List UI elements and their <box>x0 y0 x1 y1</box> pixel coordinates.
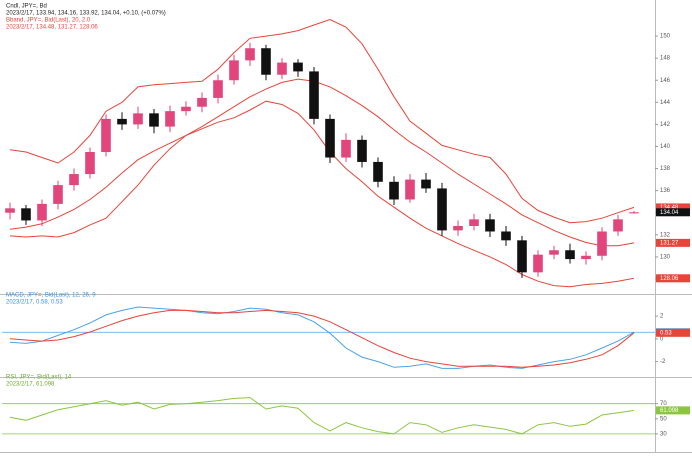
candle-body <box>69 174 79 186</box>
candle-body <box>37 203 47 221</box>
last-value-label: 131.27 <box>660 240 679 246</box>
candle-body <box>517 240 527 273</box>
legend-text: 2023/2/17, 0.58, 0.53 <box>6 300 63 306</box>
series-line <box>9 78 635 247</box>
last-value-box <box>656 406 690 415</box>
candle-body <box>549 250 559 255</box>
candle-body <box>341 139 351 158</box>
candle-body <box>5 208 15 213</box>
y-tick-label: 150 <box>660 34 671 40</box>
candle-body <box>597 231 607 256</box>
legend-text: MACD, JPY=, Bid(Last), 12, 26, 9 <box>6 293 96 299</box>
series-line <box>9 309 635 368</box>
series-line <box>9 18 635 224</box>
y-tick-label: 144 <box>660 100 671 106</box>
y-tick-label: 70 <box>660 401 667 407</box>
candle-body <box>469 219 479 226</box>
last-price-label: 134.04 <box>660 210 679 216</box>
candle-body <box>101 118 111 152</box>
last-value-label: 128.06 <box>660 276 679 282</box>
candle-body <box>293 62 303 72</box>
candle-body <box>485 219 495 232</box>
legend-text: 2023/2/17, 133.94, 134.16, 133.92, 134.0… <box>6 11 166 17</box>
last-value-box <box>656 328 690 337</box>
candle-body <box>405 179 415 200</box>
candle-body <box>533 254 543 273</box>
candle-body <box>165 111 175 127</box>
legend-text: Cndl, JPY=, Bd <box>6 4 47 10</box>
legend-text: RSI, JPY=, Bid(Last), 14 <box>6 375 72 381</box>
legend-text: 2023/2/17, 61.098 <box>6 382 55 388</box>
candle-body <box>389 181 399 200</box>
candle-body <box>53 185 63 204</box>
last-value-box <box>656 274 690 283</box>
candle-body <box>373 161 383 182</box>
y-tick-label: 146 <box>660 78 671 84</box>
y-tick-label: 130 <box>660 254 671 260</box>
y-tick-label: 30 <box>660 431 667 437</box>
last-value-label: 134.48 <box>660 205 679 211</box>
y-tick-label: 148 <box>660 56 671 62</box>
y-tick-label: 140 <box>660 144 671 150</box>
candle-body <box>357 139 367 162</box>
y-tick-label: 136 <box>660 188 671 194</box>
legend-text: Bband, JPY=, Bid(Last), 20, 2.0 <box>6 18 91 24</box>
candle-body <box>437 188 447 231</box>
candle-body <box>213 80 223 98</box>
candle-body <box>229 60 239 81</box>
series-line <box>9 100 635 288</box>
legend-text: 2023/2/17, 134.48, 131.27, 128.06 <box>6 25 98 31</box>
last-price-box <box>656 208 690 217</box>
y-tick-label: 2 <box>660 314 664 320</box>
y-tick-label: 50 <box>660 416 667 422</box>
candle-body <box>613 219 623 232</box>
candle-body <box>277 62 287 75</box>
candle-body <box>501 231 511 241</box>
y-tick-label: 0 <box>660 336 664 342</box>
last-value-label: 0.53 <box>660 330 672 336</box>
y-tick-label: -2 <box>660 359 666 365</box>
candle-body <box>629 212 639 214</box>
candle-body <box>421 179 431 189</box>
y-tick-label: 132 <box>660 232 671 238</box>
candle-body <box>21 208 31 221</box>
candle-body <box>245 48 255 61</box>
candle-body <box>117 118 127 125</box>
candle-body <box>85 152 95 175</box>
series-line <box>9 397 635 435</box>
last-value-box <box>656 203 690 212</box>
last-value-label: 61.098 <box>660 408 679 414</box>
candle-body <box>309 71 319 119</box>
last-value-box <box>656 238 690 247</box>
y-tick-label: 142 <box>660 122 671 128</box>
candle-body <box>181 106 191 112</box>
candle-body <box>133 113 143 125</box>
candle-body <box>453 225 463 231</box>
candle-body <box>325 118 335 158</box>
candle-body <box>565 250 575 260</box>
candle-body <box>197 97 207 107</box>
candle-body <box>149 113 159 127</box>
y-tick-label: 138 <box>660 166 671 172</box>
candle-body <box>261 48 271 75</box>
candle-body <box>581 255 591 260</box>
